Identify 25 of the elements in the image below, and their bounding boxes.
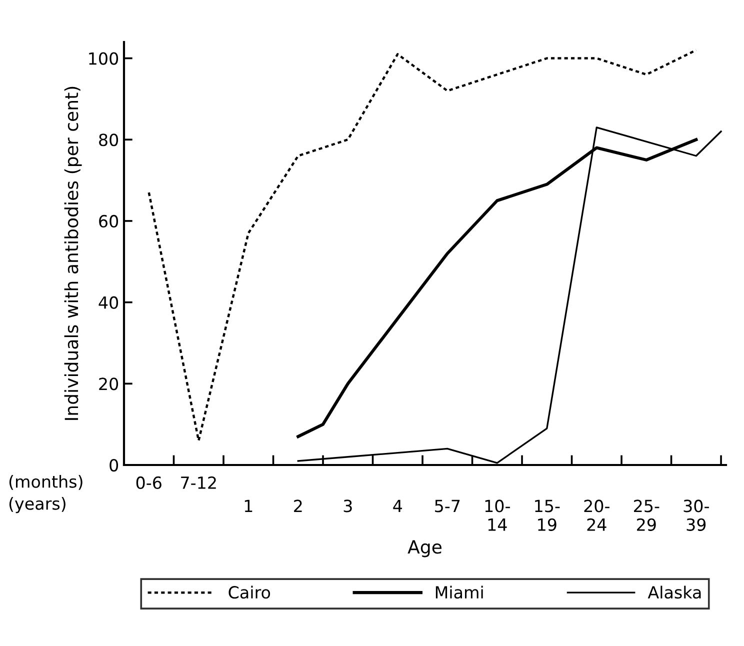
- x-tick-label: 1: [244, 500, 252, 512]
- y-tick-label: 60: [99, 214, 118, 228]
- x-axis-title: Age: [408, 540, 442, 558]
- x-tick-label: 2: [294, 500, 302, 512]
- x-tick-label: 5-7: [435, 500, 460, 512]
- legend-label: Alaska: [648, 586, 701, 599]
- x-tick-label: 10- 14: [485, 500, 510, 531]
- y-tick-label: 80: [99, 134, 118, 146]
- x-tick-label: 0-6: [136, 476, 162, 490]
- x-tick-label: 25- 29: [634, 500, 660, 531]
- text: (years): [9, 497, 66, 514]
- y-tick-label: 100: [89, 52, 118, 65]
- x-tick-label: 20- 24: [584, 500, 610, 531]
- y-tick-label: 40: [98, 296, 118, 309]
- legend-label: Cairo: [228, 586, 270, 599]
- text: (months): [9, 475, 82, 490]
- y-tick-label: 0: [110, 458, 118, 472]
- x-tick-label: 4: [393, 500, 402, 512]
- legend-label: Miami: [436, 586, 483, 599]
- x-tick-label: 3: [344, 500, 352, 512]
- y-axis-title: Individuals with antibodies (per cent): [64, 86, 82, 420]
- x-tick-label: 15- 19: [535, 500, 560, 531]
- x-tick-label: 7-12: [181, 476, 216, 489]
- y-tick-label: 20: [99, 378, 118, 390]
- x-tick-label: 30- 39: [684, 500, 709, 531]
